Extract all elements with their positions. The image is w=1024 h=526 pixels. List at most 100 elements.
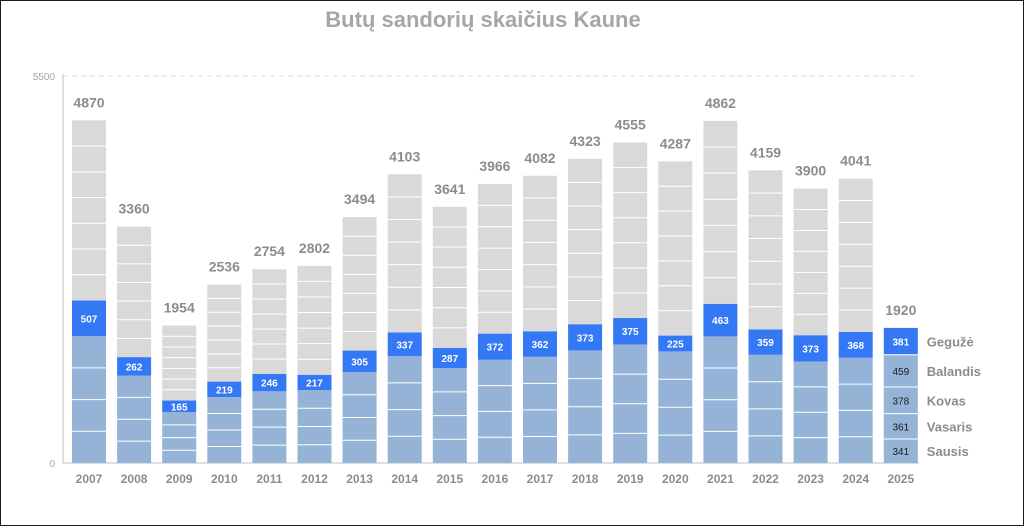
x-tick-label: 2022: [752, 472, 779, 486]
x-tick-label: 2018: [572, 472, 599, 486]
bar-segment-may: [207, 381, 242, 397]
data-label-may: 219: [216, 385, 233, 396]
data-label-total: 3966: [479, 158, 510, 174]
chart-title: Butų sandorių skaičius Kaune: [325, 7, 641, 32]
bar-segment-jun-dec: [477, 183, 512, 334]
x-tick-label: 2009: [166, 472, 193, 486]
x-tick-label: 2023: [797, 472, 824, 486]
data-label-total: 2754: [254, 243, 285, 259]
x-tick-label: 2014: [391, 472, 418, 486]
x-tick-label: 2017: [527, 472, 554, 486]
bar-segment-may: [838, 331, 873, 358]
bar-segment-2025: [883, 413, 918, 440]
x-tick-label: 2025: [887, 472, 914, 486]
data-label-may: 305: [351, 357, 368, 368]
y-tick-label: 5500: [33, 72, 56, 83]
bar-segment-jun-dec: [748, 170, 783, 330]
bar-segment-jun-dec: [297, 265, 332, 375]
bar-segment-jun-dec: [568, 158, 603, 325]
data-label-total: 1954: [164, 300, 195, 316]
bar-segment-2025: [883, 354, 918, 388]
bar-segment-jun-dec: [613, 142, 648, 319]
data-label-total: 4287: [660, 135, 691, 151]
data-label-month: 378: [892, 396, 909, 407]
bar-segment-may: [477, 333, 512, 360]
bar-segment-jun-dec: [162, 325, 197, 401]
data-label-may: 217: [306, 378, 323, 389]
bar-segment-2025: [883, 327, 918, 355]
data-label-total: 4870: [73, 94, 104, 110]
x-tick-label: 2021: [707, 472, 734, 486]
x-tick-label: 2019: [617, 472, 644, 486]
bar-segment-may: [703, 303, 738, 337]
data-label-may: 507: [81, 314, 98, 325]
x-tick-label: 2008: [121, 472, 148, 486]
data-label-may: 372: [487, 343, 504, 354]
bar-segment-jun-dec: [207, 284, 242, 382]
bar-segment-may: [613, 318, 648, 345]
bar-segment-may: [162, 400, 197, 413]
data-label-may: 362: [532, 340, 549, 351]
bar-segment-jun-dec: [703, 120, 738, 304]
data-label-may: 375: [622, 327, 639, 338]
data-label-total: 4555: [615, 116, 646, 132]
x-tick-label: 2011: [256, 472, 282, 486]
data-label-month: 361: [892, 422, 909, 433]
x-tick-label: 2013: [346, 472, 373, 486]
data-label-may: 262: [126, 362, 143, 373]
y-tick-label: 0: [49, 459, 55, 470]
data-label-total: 2802: [299, 240, 330, 256]
bar-segment-may: [252, 373, 287, 392]
x-tick-label: 2007: [76, 472, 103, 486]
bar-segment-may: [523, 331, 557, 357]
bar-segment-jun-dec: [387, 174, 422, 333]
series-label: Vasaris: [927, 419, 973, 434]
series-label: Balandis: [927, 364, 981, 379]
bar-segment-jun-dec: [523, 175, 557, 332]
x-tick-label: 2020: [662, 472, 689, 486]
x-tick-label: 2012: [301, 472, 328, 486]
data-label-total: 4082: [524, 150, 555, 166]
bar-segment-jun-dec: [658, 161, 693, 336]
data-label-month: 381: [892, 337, 909, 348]
series-label: Gegužė: [927, 334, 974, 349]
data-label-total: 3900: [795, 163, 826, 179]
bar-segment-may: [117, 357, 152, 376]
bar-segment-jun-dec: [117, 226, 152, 358]
data-label-may: 368: [847, 341, 864, 352]
bar-segment-jun-dec: [342, 217, 377, 351]
bar-segment-may: [72, 300, 106, 337]
data-label-may: 337: [396, 340, 413, 351]
x-tick-label: 2024: [842, 472, 869, 486]
data-label-total: 3494: [344, 191, 375, 207]
bar-segment-may: [568, 324, 603, 351]
data-label-may: 373: [802, 344, 819, 355]
data-label-may: 463: [712, 316, 729, 327]
data-label-may: 246: [261, 379, 278, 390]
bar-segment-jun-dec: [432, 206, 467, 349]
bar-segment-may: [432, 348, 467, 369]
data-label-may: 165: [171, 402, 188, 413]
bar-segment-jun-dec: [793, 188, 828, 336]
bar-segment-may: [297, 374, 332, 391]
bar-segment-jun-dec: [72, 120, 106, 301]
data-label-total: 4159: [750, 144, 781, 160]
bar-segment-2025: [883, 439, 918, 463]
x-tick-label: 2016: [482, 472, 509, 486]
bar-segment-may: [793, 335, 828, 362]
x-tick-label: 2010: [211, 472, 238, 486]
bar-segment-2025: [883, 387, 918, 414]
bar-segment-may: [387, 332, 422, 357]
data-label-may: 373: [577, 333, 594, 344]
bar-segment-jun-dec: [252, 269, 287, 374]
data-label-month: 459: [892, 367, 909, 378]
bar-segment-may: [748, 329, 783, 355]
data-label-total: 3641: [434, 181, 465, 197]
data-label-total: 4103: [389, 148, 420, 164]
bar-segment-may: [658, 335, 693, 352]
data-label-month: 341: [892, 447, 909, 458]
bar-segment-may: [342, 350, 377, 373]
data-label-may: 287: [441, 354, 458, 365]
